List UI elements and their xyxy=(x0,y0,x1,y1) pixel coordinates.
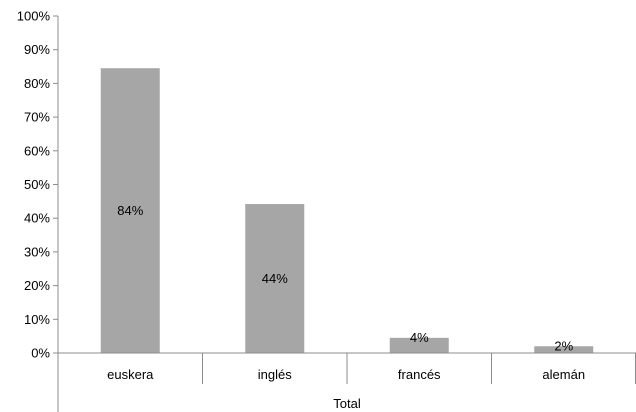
y-tick-label: 90% xyxy=(24,42,50,57)
bar xyxy=(389,337,449,353)
y-tick-label: 80% xyxy=(24,76,50,91)
y-tick-label: 70% xyxy=(24,110,50,125)
bar xyxy=(245,204,305,353)
y-tick-label: 30% xyxy=(24,244,50,259)
y-tick-label: 20% xyxy=(24,278,50,293)
x-tick-label: francés xyxy=(398,367,441,382)
data-label: 4% xyxy=(410,330,429,345)
x-tick-label: euskera xyxy=(107,367,154,382)
data-label: 84% xyxy=(117,203,143,218)
y-axis: 0% 10% 20% 30% 40% 50% 60% 70% 80% 90% 100% xyxy=(17,9,59,361)
y-tick-label: 60% xyxy=(24,143,50,158)
x-group-label: Total xyxy=(333,396,361,411)
y-tick-label: 0% xyxy=(31,346,50,361)
data-label: 2% xyxy=(554,338,573,353)
y-tick-label: 40% xyxy=(24,211,50,226)
bars: 84% 44% 4% 2% xyxy=(100,68,594,354)
x-axis: euskera inglés francés alemán xyxy=(57,352,636,412)
y-tick-label: 50% xyxy=(24,177,50,192)
y-tick-label: 100% xyxy=(17,9,51,24)
bar xyxy=(100,68,160,354)
y-tick-label: 10% xyxy=(24,312,50,327)
x-tick-label: alemán xyxy=(542,367,585,382)
bar xyxy=(534,346,594,353)
x-tick-label: inglés xyxy=(258,367,292,382)
data-label: 44% xyxy=(262,271,288,286)
